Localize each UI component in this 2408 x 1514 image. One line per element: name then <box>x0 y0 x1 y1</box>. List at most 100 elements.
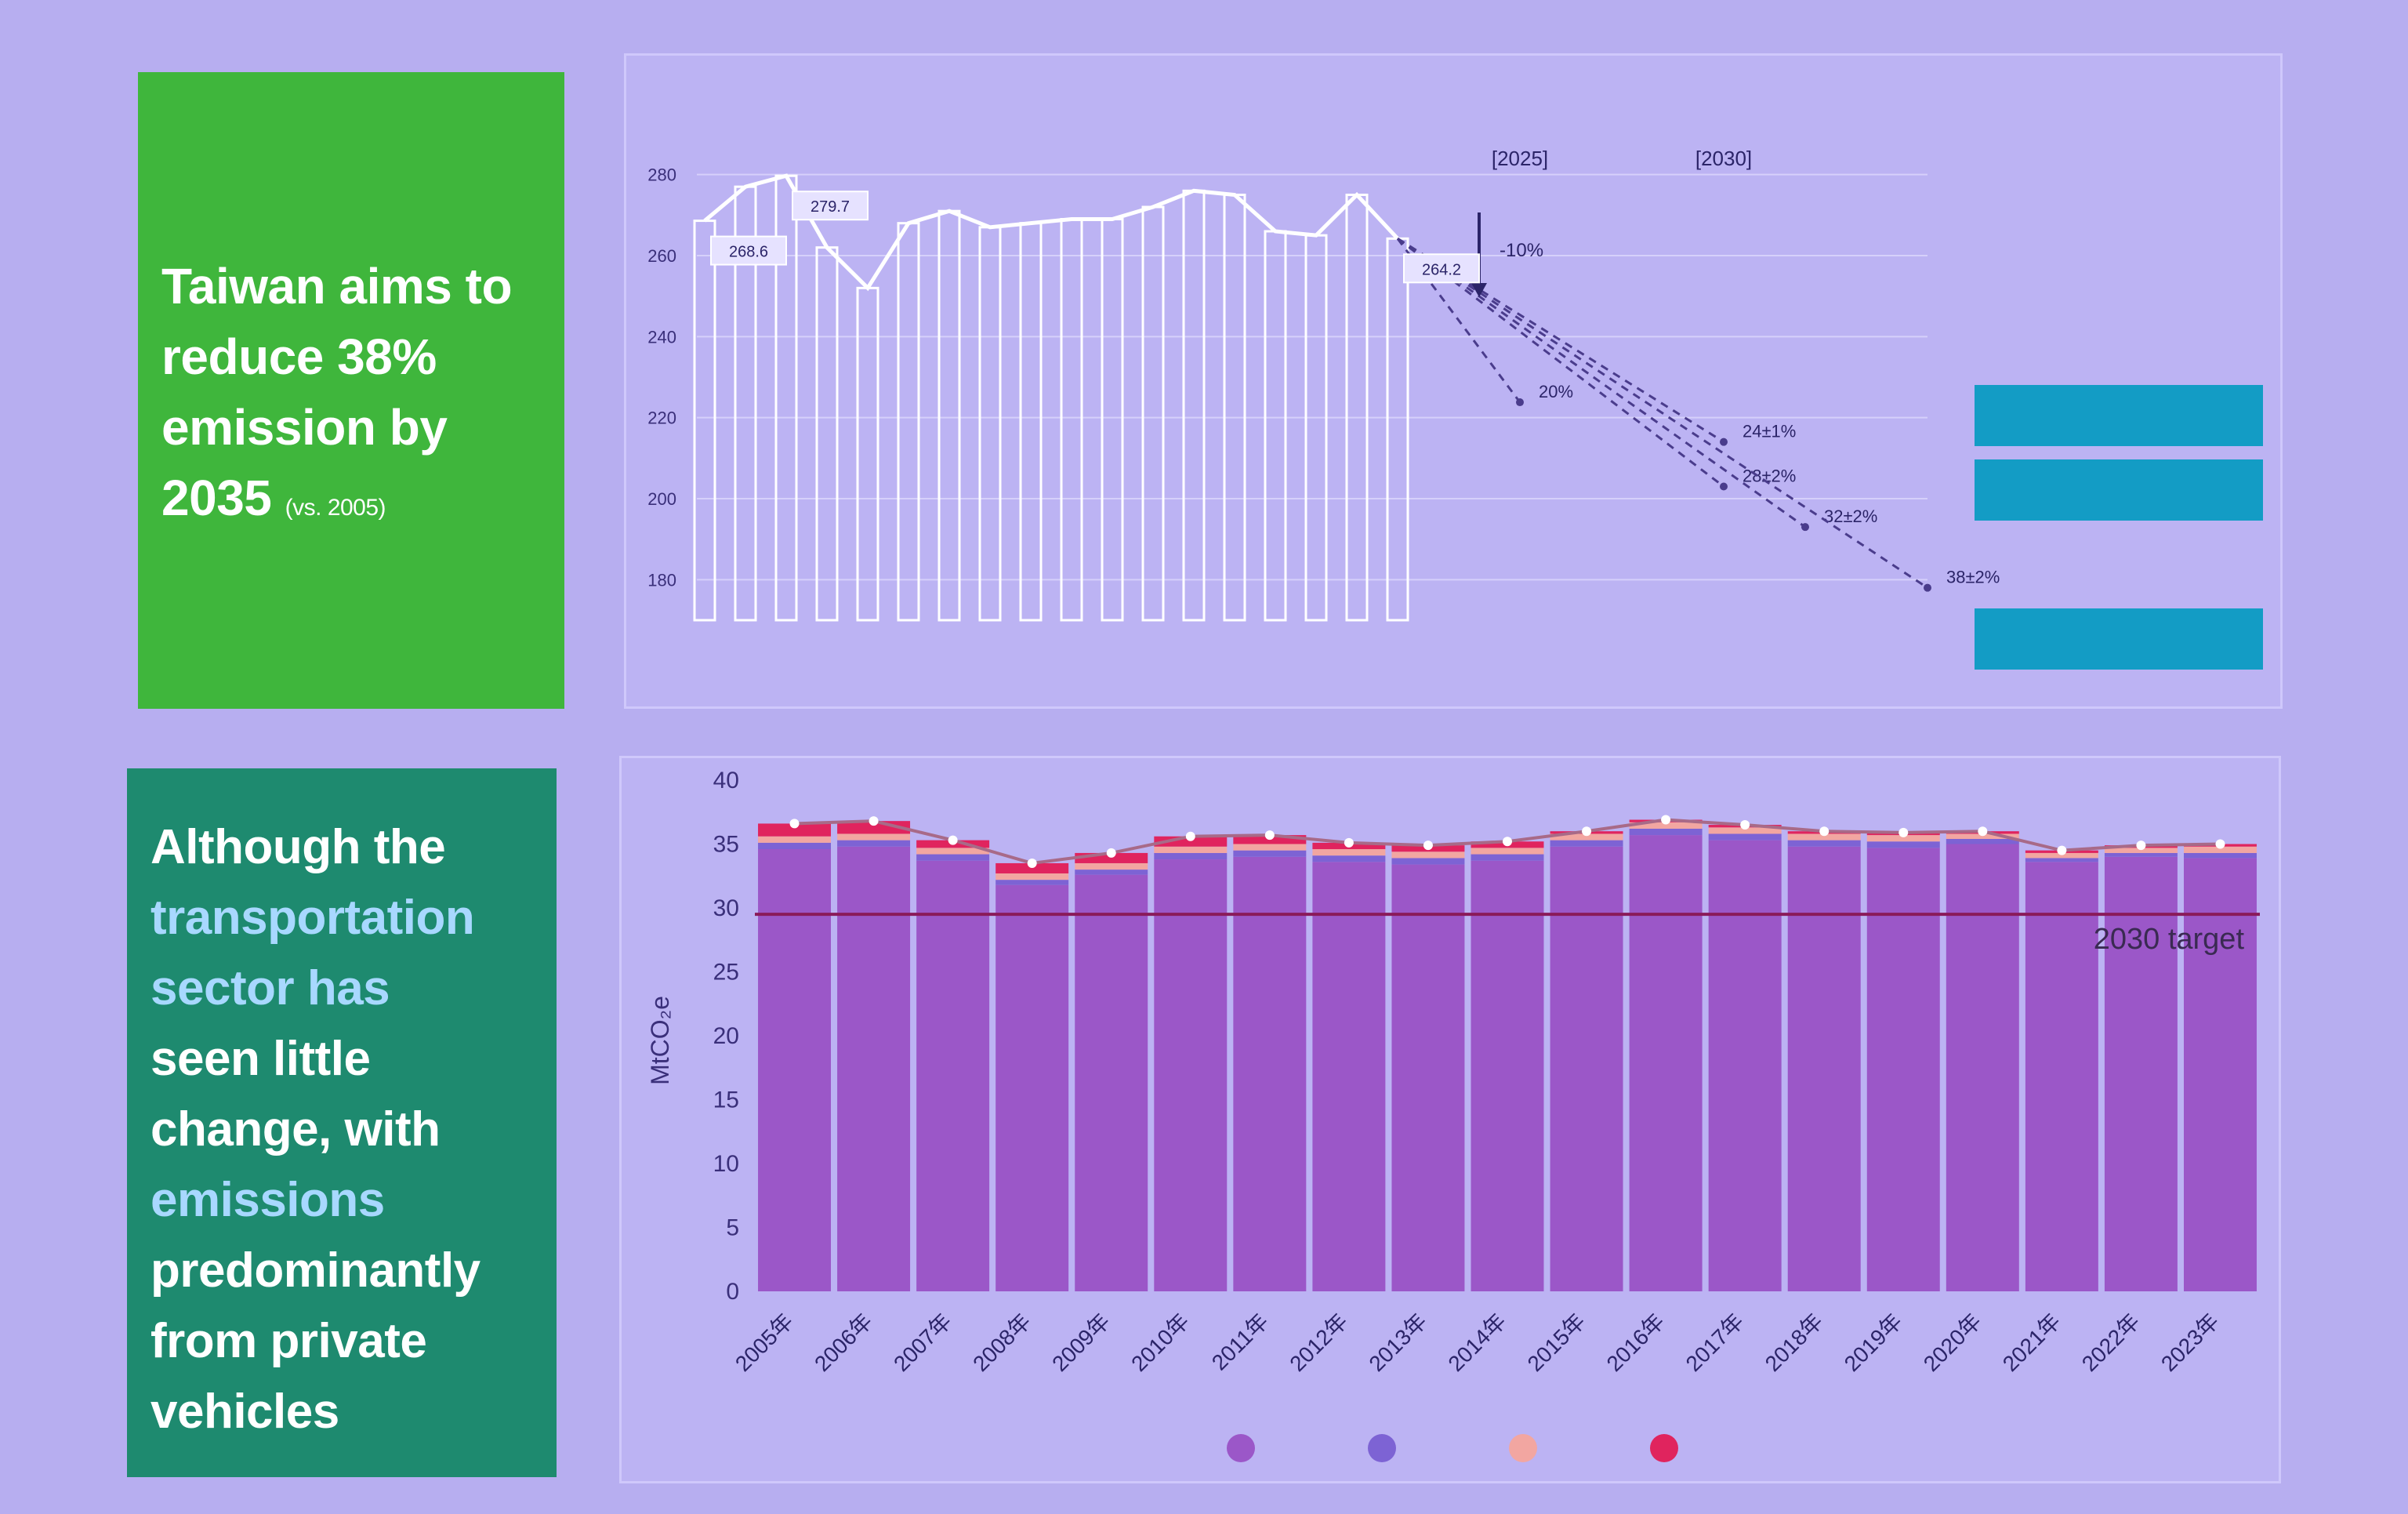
stacked-bar-segment <box>1629 828 1703 836</box>
y-tick-label: 25 <box>713 960 739 986</box>
headline-line: predominantly <box>150 1244 481 1298</box>
target-point <box>1720 482 1728 491</box>
x-tick-label: 2005年 <box>731 1309 798 1376</box>
stacked-bar-segment <box>2025 862 2098 1291</box>
transport-emissions-chart: 0 5 10 15 20 25 30 35 40 MtCO₂e 2005年 2006年 2007年 200… <box>619 756 2281 1483</box>
headline-line: emissions <box>150 1173 385 1227</box>
total-point <box>1027 858 1037 868</box>
emission-bar <box>1223 194 1246 622</box>
x-tick-label: 2020年 <box>1919 1309 1986 1376</box>
target-point <box>1801 523 1809 532</box>
legend-swatch <box>1227 1434 1255 1462</box>
x-tick-label: 2007年 <box>889 1309 956 1376</box>
stacked-bar-segment <box>1866 848 1940 1291</box>
y-tick-label: 200 <box>647 489 676 509</box>
emission-bar <box>1141 205 1165 622</box>
reduction-arrowhead <box>1471 283 1487 297</box>
stacked-bar-segment <box>916 854 990 861</box>
headline-line: Although the <box>150 820 446 874</box>
headline-line: vehicles <box>150 1385 339 1439</box>
headline-box-taiwan-target: Taiwan aims to reduce 38% emission by 20… <box>138 72 564 709</box>
target-path <box>1397 238 1724 488</box>
y-tick-label: 180 <box>647 570 676 590</box>
stacked-bar-segment <box>2025 858 2098 862</box>
emission-bar <box>815 246 839 622</box>
emissions-pathway-svg: 18020022024026028020%24±1%28±2%32±2%38±2… <box>647 147 2263 670</box>
stacked-bar-segment <box>1550 833 1623 841</box>
stacked-bar-segment <box>837 840 911 847</box>
emission-bar <box>1264 230 1287 622</box>
stacked-bar-segment <box>2104 848 2178 853</box>
emission-bar <box>693 220 716 622</box>
total-point <box>1264 830 1275 841</box>
y-tick-label: 30 <box>713 895 739 921</box>
headline-line: reduce 38% <box>161 329 437 385</box>
total-point <box>1898 827 1909 837</box>
total-point <box>789 819 800 829</box>
headline-line: Taiwan aims to <box>161 258 513 314</box>
y-tick-label: 5 <box>726 1215 739 1241</box>
value-callout-box <box>792 191 869 221</box>
reduction-label: -10% <box>1500 240 1543 261</box>
total-point <box>2057 845 2067 855</box>
target-point <box>1516 398 1524 407</box>
total-point <box>2136 841 2146 851</box>
stacked-bar-segment <box>1154 859 1228 1291</box>
stacked-bar-segment <box>1391 851 1465 859</box>
target-line-label: 2030 target <box>2094 923 2245 956</box>
emission-bar <box>1304 234 1328 622</box>
stacked-bar-segment <box>1946 844 2019 1291</box>
stacked-bar-segment <box>758 842 832 850</box>
stacked-bar-segment <box>758 836 832 843</box>
baseline-note: (vs. 2005) <box>285 495 386 521</box>
headline-line: transportation <box>150 891 475 945</box>
stacked-bar-segment <box>1154 852 1228 860</box>
target-path <box>1397 238 1928 589</box>
x-tick-label: 2021年 <box>1998 1309 2065 1376</box>
value-callout-box <box>1403 253 1480 284</box>
stacked-bar-segment <box>837 846 911 1291</box>
headline-line: change, with <box>150 1102 441 1156</box>
emission-bar <box>978 226 1002 622</box>
stacked-bar-segment <box>1629 822 1703 829</box>
y-axis-label: MtCO₂e <box>646 996 674 1085</box>
value-callout: 264.2 <box>1422 261 1461 278</box>
emission-bar <box>1345 194 1369 622</box>
target-label: 32±2% <box>1824 506 1877 526</box>
x-tick-label: 2017年 <box>1681 1309 1749 1376</box>
y-tick-label: 15 <box>713 1087 739 1113</box>
value-callout-box <box>710 235 787 266</box>
x-tick-label: 2023年 <box>2156 1309 2224 1376</box>
target-point <box>1924 583 1931 592</box>
total-point <box>1740 820 1750 830</box>
stacked-bar-segment <box>1312 862 1386 1291</box>
stacked-bar-segment <box>2104 852 2178 857</box>
x-tick-label: 2009年 <box>1047 1309 1115 1376</box>
x-tick-label: 2011年 <box>1207 1309 1273 1374</box>
emission-line <box>703 173 1399 292</box>
stacked-bar-segment <box>758 823 832 837</box>
stacked-bar-segment <box>995 862 1069 873</box>
stacked-bar-segment <box>1787 840 1861 847</box>
y-tick-label: 0 <box>726 1279 739 1305</box>
headline-line: from private <box>150 1314 427 1368</box>
x-tick-label: 2015年 <box>1523 1309 1590 1376</box>
total-point <box>1582 826 1592 837</box>
stacked-bar-segment <box>1075 862 1148 870</box>
total-point <box>869 816 879 826</box>
stacked-bar-segment <box>916 848 990 855</box>
stacked-bar-segment <box>1233 844 1307 851</box>
stacked-bar-segment <box>1154 846 1228 853</box>
total-point <box>948 835 958 845</box>
headline-year: 2035 <box>161 470 272 526</box>
emission-bar <box>1386 237 1409 622</box>
total-point <box>1503 837 1512 847</box>
stacked-bar-segment <box>2104 856 2178 1291</box>
total-point <box>1819 826 1830 837</box>
target-label: 20% <box>1539 382 1573 401</box>
stacked-bar-segment <box>1391 858 1465 865</box>
headline-line: seen little <box>150 1032 371 1086</box>
stacked-bar-segment <box>1075 870 1148 875</box>
total-point <box>1185 831 1195 841</box>
